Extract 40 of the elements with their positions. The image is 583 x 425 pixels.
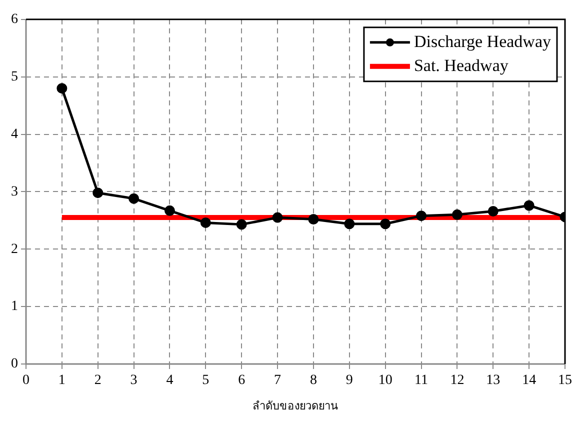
x-tick-label: 2 [94,373,102,388]
x-tick-label: 11 [414,373,428,388]
point [344,218,355,230]
y-tick-label: 1 [11,299,18,314]
point [380,218,391,230]
x-tick-label: 13 [486,373,500,388]
point [488,206,498,216]
point [416,210,427,222]
point [164,205,175,216]
point [452,209,462,220]
y-tick-label: 2 [11,242,18,257]
legend-label: Sat. Headway [414,56,509,75]
point [236,219,247,230]
point [272,212,283,223]
x-tick-label: 10 [378,373,392,388]
point [200,217,211,228]
y-tick-label: 5 [11,70,18,85]
legend-label: Discharge Headway [414,32,552,51]
point [128,193,140,204]
x-tick-label: 12 [450,373,464,388]
x-tick-label: 3 [130,373,138,388]
point [524,200,534,211]
x-tick-label: 1 [58,373,66,388]
x-tick-label: 9 [346,373,353,388]
x-tick-label: 0 [22,373,30,388]
y-tick-label: 4 [11,126,18,142]
x-tick-label: 8 [310,373,317,388]
point [56,83,68,94]
x-tick-label: 4 [166,373,174,388]
point [308,214,319,225]
x-tick-label: 7 [274,373,282,388]
point [92,188,104,198]
y-tick-label: 3 [11,184,18,200]
x-tick-label: 5 [202,373,210,388]
y-tick-label: 6 [11,12,18,28]
x-tick-label: 14 [522,373,536,388]
x-tick-label: 15 [558,373,572,388]
x-tick-label: 6 [238,373,246,388]
y-tick-label: 0 [11,356,18,372]
x-axis-title: ลำดับของยวดยาน [252,399,338,412]
